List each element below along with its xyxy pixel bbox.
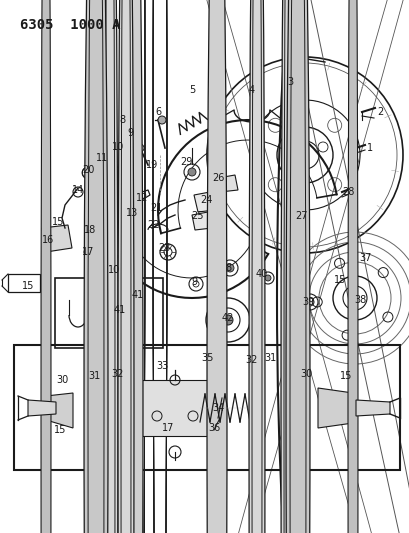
- Text: 15: 15: [22, 281, 34, 291]
- Text: 36: 36: [207, 423, 220, 433]
- Text: 32: 32: [245, 355, 258, 365]
- Text: 18: 18: [84, 225, 96, 235]
- Text: 8: 8: [119, 115, 125, 125]
- Ellipse shape: [118, 0, 134, 533]
- Ellipse shape: [248, 0, 264, 533]
- Text: 33: 33: [155, 361, 168, 371]
- Text: 13: 13: [126, 208, 138, 218]
- Text: 10: 10: [108, 265, 120, 275]
- Ellipse shape: [264, 275, 270, 281]
- Text: 16: 16: [42, 235, 54, 245]
- Text: 31: 31: [263, 353, 275, 363]
- Ellipse shape: [222, 315, 232, 325]
- Text: 27: 27: [295, 211, 308, 221]
- Bar: [106, 323, 114, 330]
- Text: 32: 32: [112, 369, 124, 379]
- Polygon shape: [355, 400, 389, 416]
- Ellipse shape: [285, 0, 309, 533]
- Text: 14: 14: [72, 185, 84, 195]
- Polygon shape: [193, 192, 214, 212]
- Text: 30: 30: [299, 369, 311, 379]
- Ellipse shape: [157, 116, 166, 124]
- Text: 9: 9: [127, 128, 133, 138]
- Text: 41: 41: [114, 305, 126, 315]
- Text: 5: 5: [189, 85, 195, 95]
- Text: 41: 41: [132, 290, 144, 300]
- Ellipse shape: [188, 168, 196, 176]
- Polygon shape: [191, 212, 211, 230]
- Ellipse shape: [84, 0, 108, 533]
- Text: 2: 2: [376, 107, 382, 117]
- Text: 9: 9: [191, 277, 197, 287]
- Polygon shape: [133, 380, 216, 436]
- Ellipse shape: [41, 0, 51, 533]
- Text: 17: 17: [82, 247, 94, 257]
- Text: 15: 15: [52, 217, 64, 227]
- Text: 6: 6: [155, 107, 161, 117]
- Text: 8: 8: [225, 263, 231, 273]
- Text: 25: 25: [191, 211, 204, 221]
- Polygon shape: [317, 388, 352, 428]
- Ellipse shape: [102, 0, 118, 533]
- Bar: [8, 274, 40, 292]
- Bar: [100, 330, 122, 337]
- Text: 38: 38: [353, 295, 365, 305]
- Text: 17: 17: [162, 423, 174, 433]
- Polygon shape: [218, 175, 237, 192]
- Text: 22: 22: [147, 220, 160, 230]
- Text: 11: 11: [96, 153, 108, 163]
- Text: 29: 29: [180, 157, 192, 167]
- Ellipse shape: [347, 0, 357, 533]
- Text: 12: 12: [135, 193, 148, 203]
- Polygon shape: [46, 393, 73, 428]
- Text: 6305  1000 A: 6305 1000 A: [20, 18, 120, 32]
- Ellipse shape: [280, 0, 296, 533]
- Text: 10: 10: [112, 142, 124, 152]
- Text: 15: 15: [333, 275, 345, 285]
- Text: 20: 20: [82, 165, 94, 175]
- Ellipse shape: [127, 155, 133, 161]
- Text: 31: 31: [88, 371, 100, 381]
- Text: 26: 26: [211, 173, 224, 183]
- Text: 3: 3: [286, 77, 292, 87]
- Text: 23: 23: [157, 243, 170, 253]
- Text: 24: 24: [199, 195, 212, 205]
- Text: 35: 35: [201, 353, 213, 363]
- Text: 42: 42: [221, 313, 234, 323]
- Text: 37: 37: [359, 253, 371, 263]
- Text: 15: 15: [54, 425, 66, 435]
- Text: 19: 19: [146, 160, 158, 170]
- Text: 15: 15: [339, 371, 351, 381]
- Text: 34: 34: [211, 403, 224, 413]
- Text: 30: 30: [56, 375, 68, 385]
- Text: 28: 28: [341, 187, 353, 197]
- Text: 21: 21: [149, 203, 162, 213]
- Text: 39: 39: [301, 297, 313, 307]
- Text: 4: 4: [248, 85, 254, 95]
- Ellipse shape: [207, 0, 227, 533]
- Text: 1: 1: [366, 143, 372, 153]
- Ellipse shape: [123, 0, 143, 533]
- Polygon shape: [42, 225, 72, 252]
- Ellipse shape: [225, 264, 234, 272]
- Polygon shape: [28, 400, 56, 416]
- Bar: [14, 345, 399, 470]
- Text: 40: 40: [255, 269, 267, 279]
- Bar: [55, 278, 163, 348]
- Ellipse shape: [114, 268, 122, 276]
